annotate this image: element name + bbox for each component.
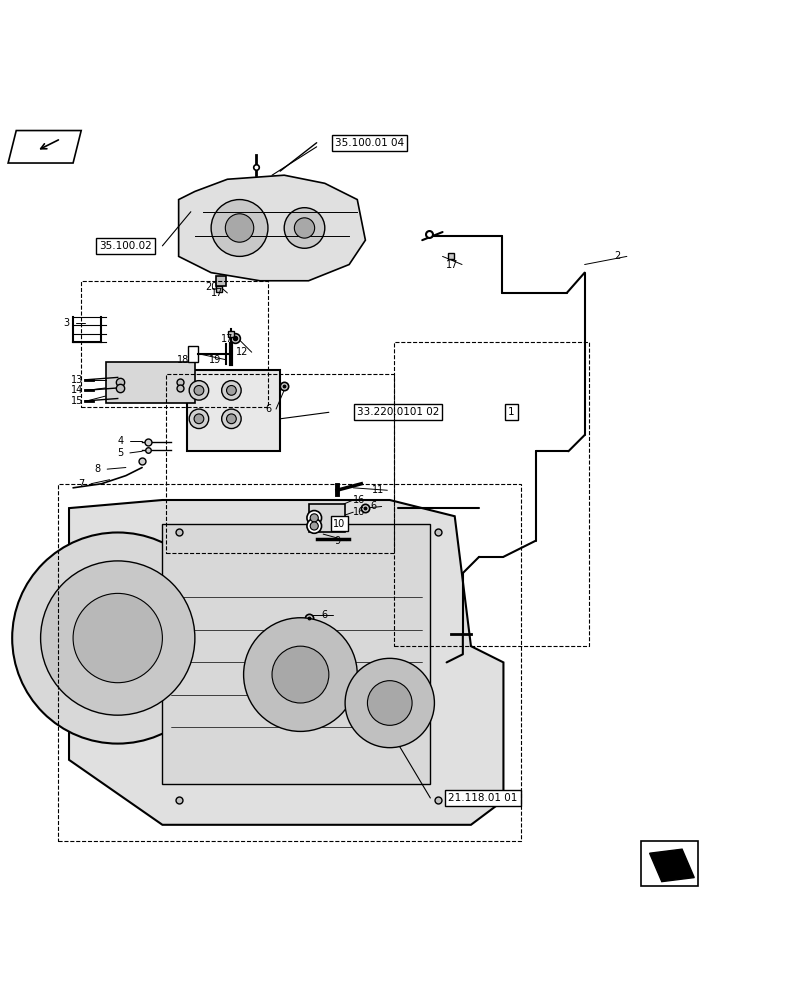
Text: 6: 6 xyxy=(321,610,328,620)
Circle shape xyxy=(225,214,253,242)
Circle shape xyxy=(41,561,195,715)
Text: 5: 5 xyxy=(117,448,123,458)
Polygon shape xyxy=(649,849,693,882)
Text: 16: 16 xyxy=(353,495,365,505)
Circle shape xyxy=(310,522,318,530)
Text: 20: 20 xyxy=(204,282,217,292)
Circle shape xyxy=(194,386,204,395)
Text: 8: 8 xyxy=(94,464,101,474)
Circle shape xyxy=(272,646,328,703)
Circle shape xyxy=(367,681,411,725)
Circle shape xyxy=(189,409,208,429)
Circle shape xyxy=(307,519,321,533)
Text: 3: 3 xyxy=(63,318,70,328)
Text: 2: 2 xyxy=(613,251,620,261)
Polygon shape xyxy=(8,131,81,163)
Circle shape xyxy=(12,532,223,744)
Text: 9: 9 xyxy=(333,536,340,546)
Text: 35.100.01 04: 35.100.01 04 xyxy=(334,138,404,148)
Polygon shape xyxy=(178,175,365,281)
Circle shape xyxy=(73,593,162,683)
Circle shape xyxy=(345,658,434,748)
Circle shape xyxy=(307,511,321,525)
Text: 1: 1 xyxy=(508,407,514,417)
FancyBboxPatch shape xyxy=(187,370,280,451)
Text: 14: 14 xyxy=(71,385,84,395)
Circle shape xyxy=(221,409,241,429)
Circle shape xyxy=(226,386,236,395)
Text: 10: 10 xyxy=(333,519,345,529)
FancyBboxPatch shape xyxy=(308,504,345,532)
Circle shape xyxy=(226,414,236,424)
Circle shape xyxy=(211,200,268,256)
Text: 11: 11 xyxy=(371,485,384,495)
FancyBboxPatch shape xyxy=(162,524,430,784)
Text: 17: 17 xyxy=(445,260,458,270)
Text: 6: 6 xyxy=(370,501,376,511)
Circle shape xyxy=(194,414,204,424)
FancyBboxPatch shape xyxy=(641,841,697,886)
Polygon shape xyxy=(69,500,503,825)
FancyBboxPatch shape xyxy=(188,346,198,362)
Text: 17: 17 xyxy=(211,288,224,298)
Text: 33.220.0101 02: 33.220.0101 02 xyxy=(356,407,439,417)
Circle shape xyxy=(310,514,318,522)
Text: 6: 6 xyxy=(264,404,271,414)
Text: 4: 4 xyxy=(117,436,123,446)
Circle shape xyxy=(221,381,241,400)
Text: 18: 18 xyxy=(176,355,189,365)
Text: 16: 16 xyxy=(353,507,365,517)
Polygon shape xyxy=(105,362,195,403)
Text: 19: 19 xyxy=(208,355,221,365)
Text: 13: 13 xyxy=(71,375,84,385)
Text: 35.100.02: 35.100.02 xyxy=(100,241,152,251)
Text: 12: 12 xyxy=(235,347,248,357)
Text: 7: 7 xyxy=(78,479,84,489)
Circle shape xyxy=(294,218,314,238)
Text: 15: 15 xyxy=(71,396,84,406)
Circle shape xyxy=(284,208,324,248)
Circle shape xyxy=(243,618,357,731)
Text: 17: 17 xyxy=(221,334,234,344)
Text: 21.118.01 01: 21.118.01 01 xyxy=(448,793,517,803)
Circle shape xyxy=(189,381,208,400)
